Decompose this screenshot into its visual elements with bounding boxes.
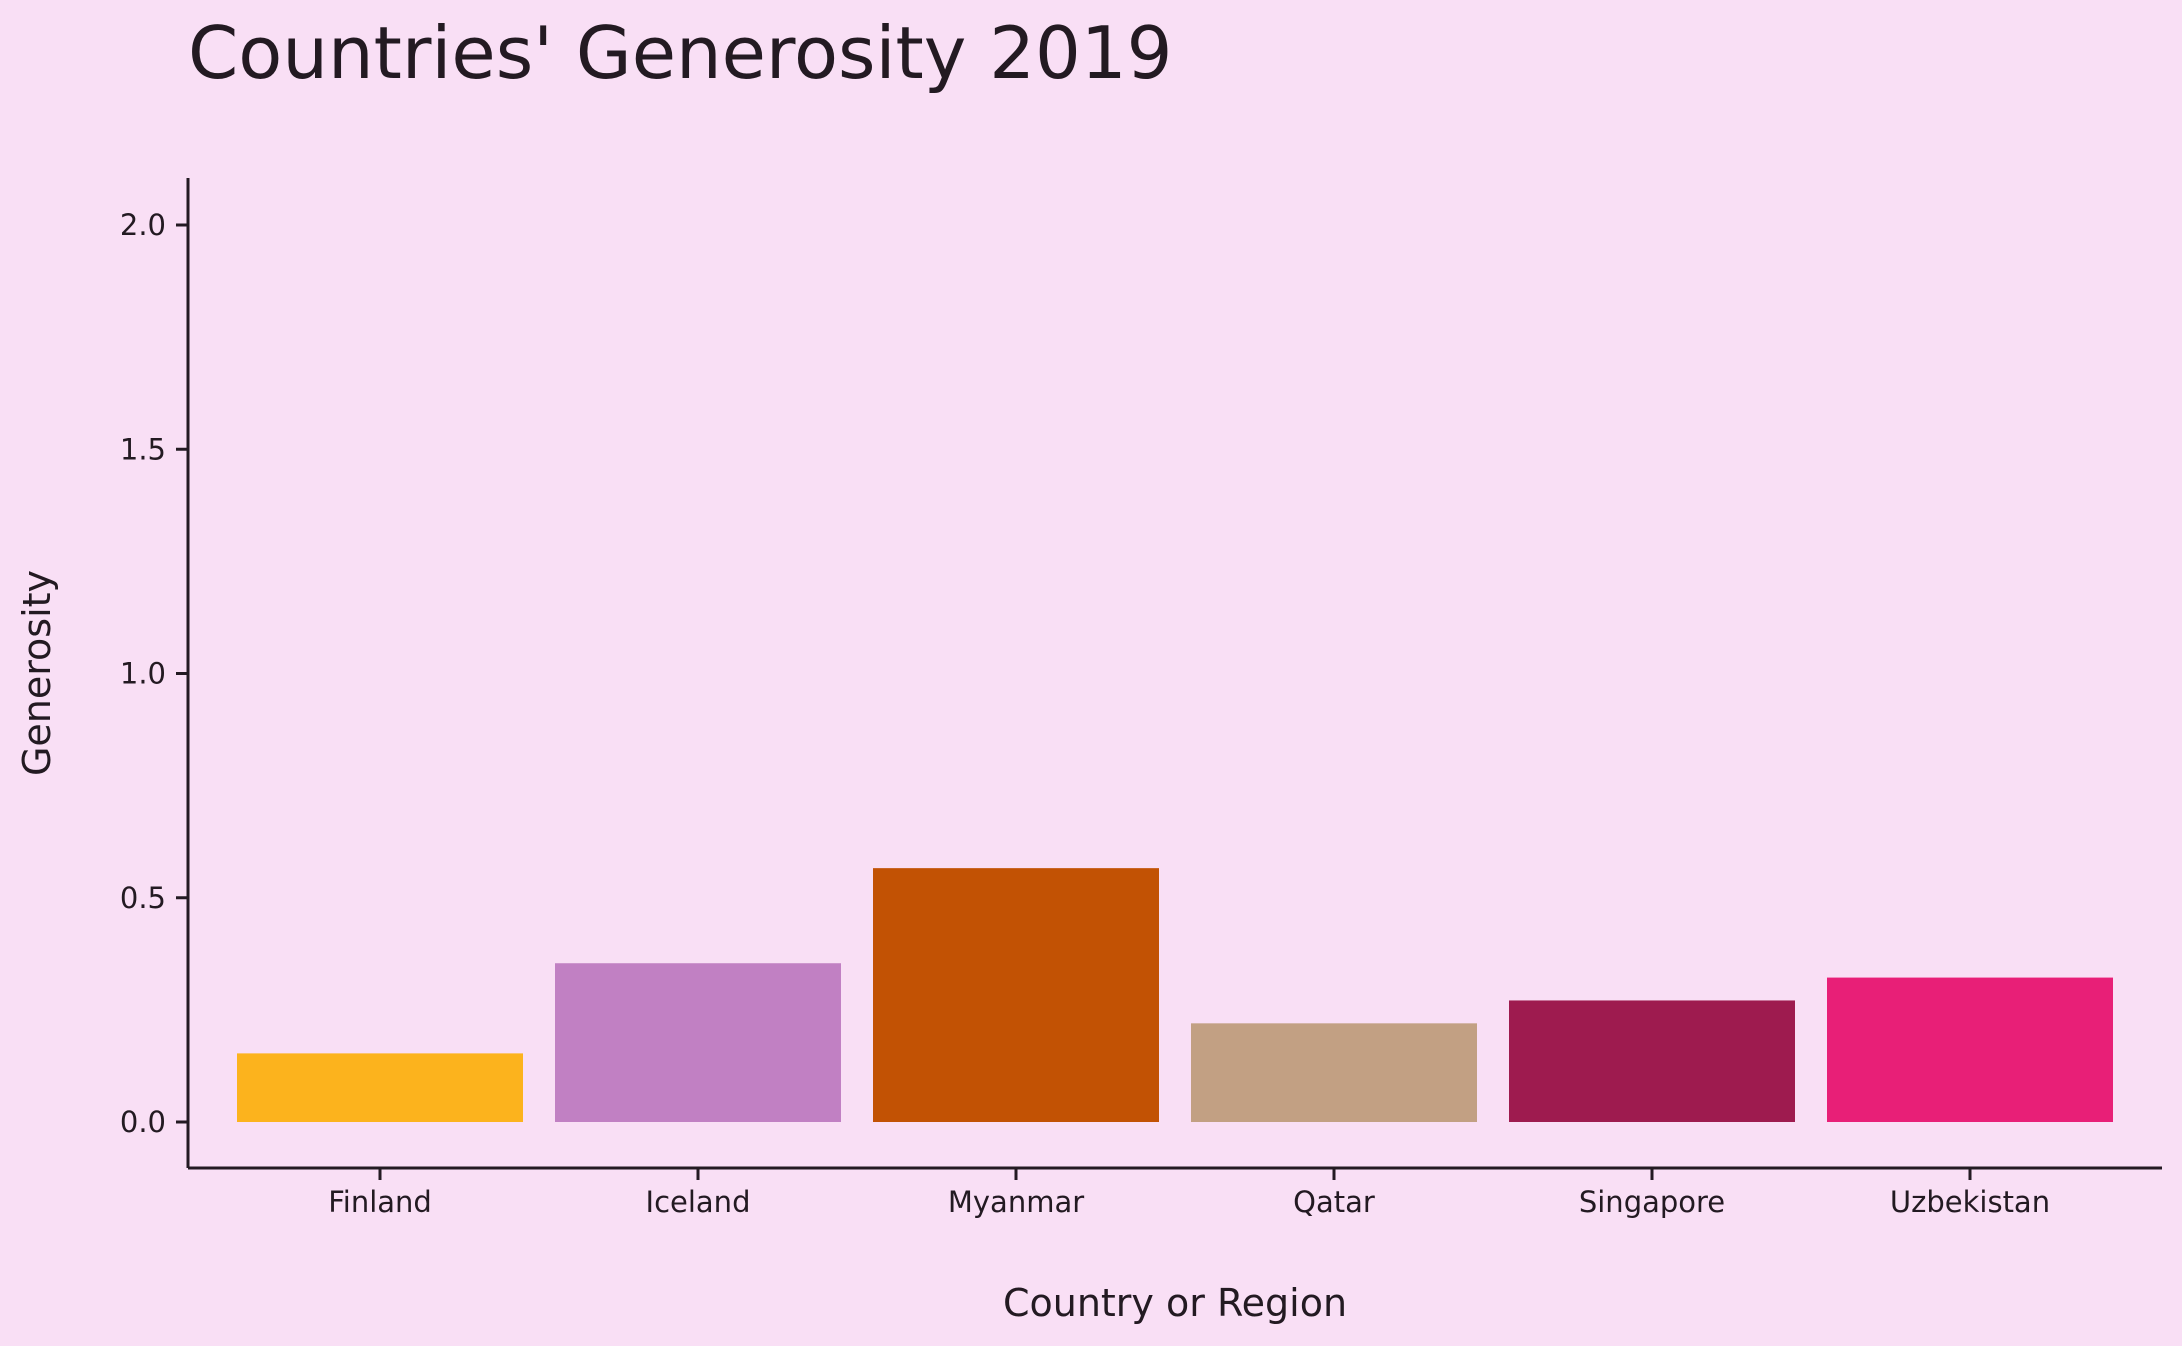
x-tick-label: Uzbekistan xyxy=(1890,1185,2050,1219)
bar-uzbekistan xyxy=(1827,977,2113,1122)
x-tick-label: Qatar xyxy=(1293,1185,1375,1219)
bars-group xyxy=(237,868,2113,1122)
bar-finland xyxy=(237,1053,523,1122)
y-tick-label: 0.0 xyxy=(120,1105,166,1139)
x-tick-label: Singapore xyxy=(1579,1185,1725,1219)
y-tick-label: 2.0 xyxy=(120,208,166,242)
chart-title: Countries' Generosity 2019 xyxy=(188,11,1172,95)
bar-qatar xyxy=(1191,1023,1477,1122)
bar-myanmar xyxy=(873,868,1159,1122)
bar-singapore xyxy=(1509,1000,1795,1122)
y-tick-label: 0.5 xyxy=(120,881,166,915)
x-tick-label: Myanmar xyxy=(948,1185,1084,1219)
bar-iceland xyxy=(555,963,841,1122)
x-ticks-group: Finland Iceland Myanmar Qatar Singapore Uzbek… xyxy=(328,1168,2050,1219)
y-tick-label: 1.5 xyxy=(120,432,166,466)
x-tick-label: Finland xyxy=(328,1185,432,1219)
y-ticks-group: 0.0 0.5 1.0 1.5 2.0 xyxy=(120,208,188,1139)
y-tick-label: 1.0 xyxy=(120,657,166,691)
x-tick-label: Iceland xyxy=(646,1185,751,1219)
x-axis-label: Country or Region xyxy=(1003,1281,1347,1325)
y-axis-label: Generosity xyxy=(15,570,59,776)
